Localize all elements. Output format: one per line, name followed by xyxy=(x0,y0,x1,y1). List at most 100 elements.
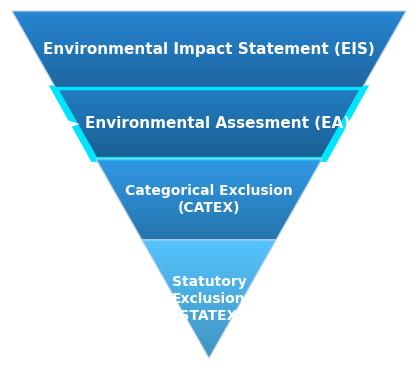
Polygon shape xyxy=(171,290,247,293)
Polygon shape xyxy=(79,129,339,131)
Polygon shape xyxy=(66,106,352,108)
Polygon shape xyxy=(96,159,322,161)
Text: Environmental Impact Statement (EIS): Environmental Impact Statement (EIS) xyxy=(43,42,375,57)
Polygon shape xyxy=(94,155,324,157)
Polygon shape xyxy=(204,349,214,352)
Polygon shape xyxy=(164,278,254,281)
Polygon shape xyxy=(124,207,294,210)
Polygon shape xyxy=(86,141,332,143)
Polygon shape xyxy=(149,252,269,255)
Polygon shape xyxy=(109,181,309,183)
Polygon shape xyxy=(69,111,349,113)
Polygon shape xyxy=(113,189,305,191)
Polygon shape xyxy=(119,199,299,201)
Polygon shape xyxy=(23,31,395,32)
Polygon shape xyxy=(25,34,393,36)
Polygon shape xyxy=(179,305,239,308)
Polygon shape xyxy=(65,104,353,106)
Polygon shape xyxy=(112,187,306,189)
Polygon shape xyxy=(60,96,358,97)
Polygon shape xyxy=(135,228,283,230)
Polygon shape xyxy=(167,284,251,287)
Polygon shape xyxy=(201,343,217,346)
Polygon shape xyxy=(99,165,319,167)
Polygon shape xyxy=(130,220,288,222)
Polygon shape xyxy=(142,240,276,243)
Polygon shape xyxy=(37,56,381,58)
Polygon shape xyxy=(207,355,211,358)
Polygon shape xyxy=(159,269,259,272)
Polygon shape xyxy=(172,293,246,296)
Polygon shape xyxy=(138,232,280,234)
Polygon shape xyxy=(21,27,397,28)
Polygon shape xyxy=(147,249,271,252)
Polygon shape xyxy=(78,127,340,129)
Polygon shape xyxy=(42,63,376,65)
Polygon shape xyxy=(133,224,285,226)
Polygon shape xyxy=(14,15,404,17)
Polygon shape xyxy=(103,171,315,173)
Polygon shape xyxy=(92,152,326,154)
Polygon shape xyxy=(110,183,308,185)
Polygon shape xyxy=(87,143,331,145)
Polygon shape xyxy=(155,263,263,266)
Polygon shape xyxy=(83,136,335,138)
Polygon shape xyxy=(104,173,314,175)
Polygon shape xyxy=(33,48,385,50)
Polygon shape xyxy=(125,210,293,211)
Polygon shape xyxy=(77,125,341,127)
Polygon shape xyxy=(184,314,234,317)
Polygon shape xyxy=(24,32,394,34)
Polygon shape xyxy=(96,159,322,240)
Polygon shape xyxy=(38,58,380,59)
Polygon shape xyxy=(46,71,372,73)
Polygon shape xyxy=(64,103,354,104)
Polygon shape xyxy=(71,115,347,117)
Polygon shape xyxy=(53,83,365,85)
Polygon shape xyxy=(54,85,364,87)
Polygon shape xyxy=(182,311,236,314)
Polygon shape xyxy=(174,296,244,299)
Polygon shape xyxy=(81,132,337,134)
Polygon shape xyxy=(19,23,399,25)
Polygon shape xyxy=(32,46,386,48)
Polygon shape xyxy=(51,79,367,81)
Polygon shape xyxy=(34,50,384,52)
Polygon shape xyxy=(107,179,311,181)
Polygon shape xyxy=(105,175,313,177)
Polygon shape xyxy=(122,206,296,207)
Polygon shape xyxy=(16,19,402,21)
Polygon shape xyxy=(80,131,338,132)
Polygon shape xyxy=(100,167,318,169)
Polygon shape xyxy=(70,113,348,115)
Polygon shape xyxy=(169,287,249,290)
Polygon shape xyxy=(196,334,222,337)
Polygon shape xyxy=(117,195,301,197)
Polygon shape xyxy=(150,255,268,258)
Polygon shape xyxy=(202,346,216,349)
Polygon shape xyxy=(145,246,273,249)
Polygon shape xyxy=(127,213,291,215)
Polygon shape xyxy=(59,94,359,96)
Polygon shape xyxy=(192,328,226,331)
Polygon shape xyxy=(22,28,396,31)
Polygon shape xyxy=(134,226,284,228)
Polygon shape xyxy=(12,11,406,13)
Polygon shape xyxy=(166,281,252,284)
Polygon shape xyxy=(194,331,224,334)
Polygon shape xyxy=(176,299,242,302)
Polygon shape xyxy=(73,118,345,120)
Polygon shape xyxy=(52,81,366,83)
Polygon shape xyxy=(63,101,355,103)
Polygon shape xyxy=(28,40,390,42)
Text: Categorical Exclusion
(CATEX): Categorical Exclusion (CATEX) xyxy=(125,184,293,215)
Polygon shape xyxy=(89,146,329,148)
Polygon shape xyxy=(55,87,363,89)
Polygon shape xyxy=(118,197,300,199)
Polygon shape xyxy=(18,21,400,23)
Polygon shape xyxy=(102,169,316,171)
Polygon shape xyxy=(144,243,274,246)
Polygon shape xyxy=(49,77,369,79)
Polygon shape xyxy=(40,59,378,62)
Polygon shape xyxy=(157,266,261,269)
